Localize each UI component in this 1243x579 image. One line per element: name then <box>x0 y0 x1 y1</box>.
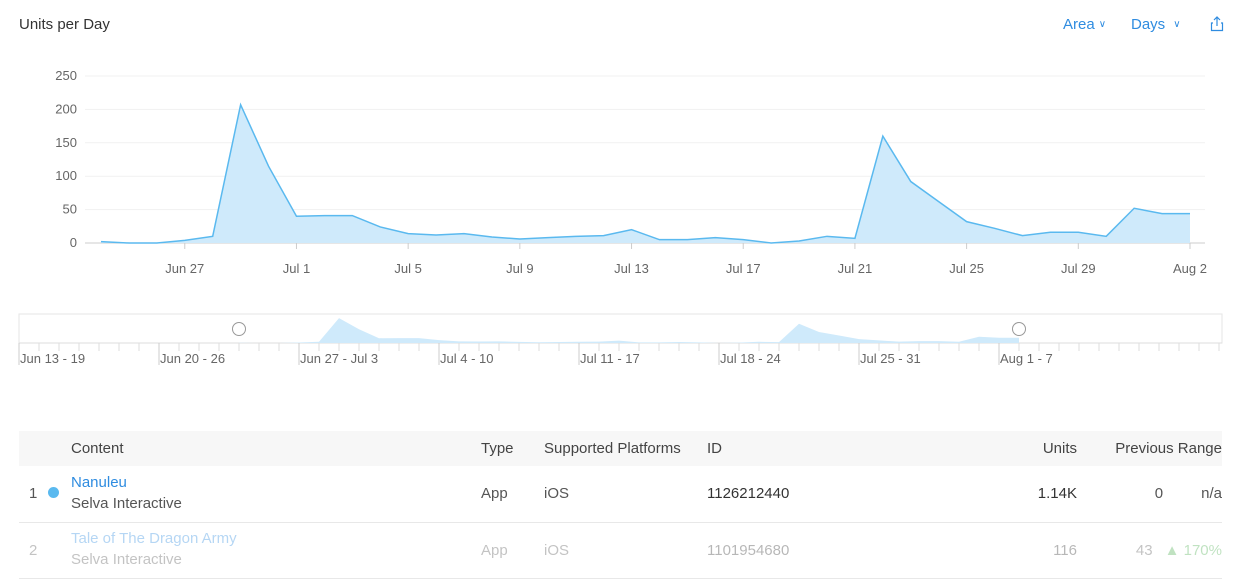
week-label: Aug 1 - 7 <box>1000 351 1053 366</box>
previous-units: 0 <box>1154 485 1164 503</box>
chart-type-label: Area <box>1063 16 1095 33</box>
previous-units: 43 <box>1135 541 1153 559</box>
y-tick-label: 100 <box>55 168 77 183</box>
x-tick-label: Jul 5 <box>394 261 421 276</box>
column-header-id[interactable]: ID <box>707 440 722 457</box>
content-table: Content Type Supported Platforms ID Unit… <box>19 431 1222 579</box>
platform-cell: iOS <box>544 541 570 559</box>
units-cell: 116 <box>1053 541 1077 559</box>
table-row[interactable]: 1 Nanuleu Selva Interactive App iOS 1126… <box>19 466 1222 522</box>
y-tick-label: 200 <box>55 101 77 116</box>
id-cell: 1101954680 <box>707 541 790 559</box>
x-tick-label: Jul 25 <box>949 261 984 276</box>
y-tick-label: 150 <box>55 135 77 150</box>
type-cell: App <box>481 541 508 559</box>
x-tick-label: Jul 17 <box>726 261 761 276</box>
row-rank: 1 <box>29 485 38 503</box>
y-tick-label: 50 <box>63 202 77 217</box>
units-area-chart[interactable]: 0 50 100 150 200 250 Jun 27 Jul 1 Jul 5 Jul 9 Jul … <box>0 60 1243 290</box>
change-value: n/a <box>1201 485 1222 503</box>
x-tick-label: Jul 13 <box>614 261 649 276</box>
column-header-platforms[interactable]: Supported Platforms <box>544 440 681 457</box>
platform-cell: iOS <box>544 485 570 503</box>
x-tick-label: Jul 9 <box>506 261 533 276</box>
chevron-down-icon: ∨ <box>1173 19 1181 30</box>
table-header-row: Content Type Supported Platforms ID Unit… <box>19 431 1222 466</box>
developer-name: Selva Interactive <box>71 551 182 568</box>
series-dot-icon <box>47 487 59 499</box>
area-fill <box>101 104 1190 243</box>
content-cell: Tale of The Dragon Army Selva Interactiv… <box>71 522 481 578</box>
chevron-down-icon: ∨ <box>1098 19 1107 30</box>
week-label: Jun 20 - 26 <box>160 351 225 366</box>
navigator-area <box>239 318 1019 343</box>
range-navigator[interactable]: Jun 13 - 19 Jun 20 - 26 Jun 27 - Jul 3 Jul … <box>0 308 1243 372</box>
rank-cell: 1 <box>19 466 71 522</box>
content-name-link[interactable]: Nanuleu <box>71 473 127 491</box>
y-tick-label: 0 <box>70 235 77 250</box>
week-label: Jun 13 - 19 <box>20 351 85 366</box>
week-label: Jul 25 - 31 <box>860 351 921 366</box>
column-header-type[interactable]: Type <box>481 440 514 457</box>
granularity-dropdown[interactable]: Days ∨ <box>1131 16 1181 33</box>
x-tick-label: Jun 27 <box>165 261 204 276</box>
x-tick-label: Jul 29 <box>1061 261 1096 276</box>
table-row[interactable]: 2 Tale of The Dragon Army Selva Interact… <box>19 522 1222 578</box>
x-tick-label: Jul 21 <box>838 261 873 276</box>
units-cell: 1.14K <box>1037 485 1077 503</box>
content-cell: Nanuleu Selva Interactive <box>71 466 481 522</box>
column-header-previous-range[interactable]: Previous Range <box>1115 440 1222 457</box>
week-label: Jun 27 - Jul 3 <box>300 351 378 366</box>
week-label: Jul 18 - 24 <box>720 351 781 366</box>
navigator-frame <box>18 313 1223 344</box>
developer-name: Selva Interactive <box>71 494 182 512</box>
x-tick-label: Jul 1 <box>283 261 310 276</box>
previous-range-cell: 43 ▲ 170% <box>1077 522 1222 578</box>
type-cell: App <box>481 485 508 503</box>
change-value: ▲ 170% <box>1164 541 1222 559</box>
column-header-content[interactable]: Content <box>71 440 124 457</box>
y-tick-label: 250 <box>55 68 77 83</box>
week-label: Jul 11 - 17 <box>580 351 640 366</box>
week-label: Jul 4 - 10 <box>440 351 493 366</box>
rank-cell: 2 <box>19 522 71 578</box>
share-icon[interactable] <box>1210 16 1224 32</box>
chart-type-dropdown[interactable]: Area ∨ <box>1063 16 1106 33</box>
row-rank: 2 <box>29 541 38 559</box>
granularity-label: Days <box>1131 16 1166 33</box>
column-header-units[interactable]: Units <box>1042 440 1077 457</box>
series-line <box>100 102 1190 244</box>
id-cell: 1126212440 <box>707 485 790 503</box>
chart-title: Units per Day <box>19 16 110 33</box>
previous-range-cell: 0 n/a <box>1077 466 1222 522</box>
x-tick-label: Aug 2 <box>1173 261 1207 276</box>
content-name-link[interactable]: Tale of The Dragon Army <box>71 530 237 547</box>
range-handle[interactable] <box>232 322 246 336</box>
range-handle[interactable] <box>1012 322 1026 336</box>
